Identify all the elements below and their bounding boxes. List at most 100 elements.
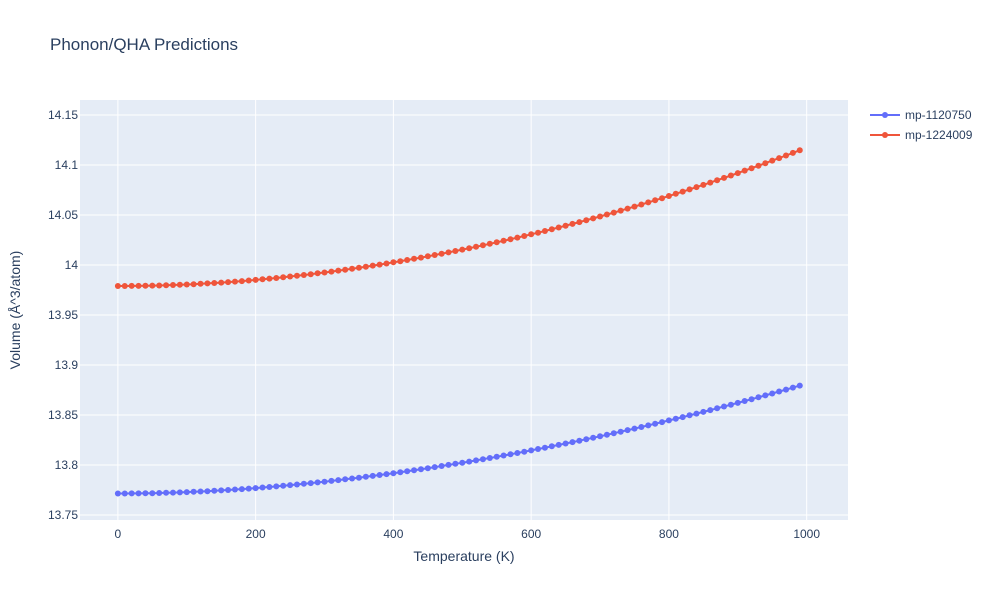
data-point[interactable] <box>555 441 562 448</box>
data-point[interactable] <box>672 190 679 197</box>
data-point[interactable] <box>445 249 452 256</box>
data-point[interactable] <box>603 431 610 438</box>
data-point[interactable] <box>548 443 555 450</box>
data-point[interactable] <box>789 149 796 156</box>
data-point[interactable] <box>225 279 232 286</box>
data-point[interactable] <box>610 209 617 216</box>
data-point[interactable] <box>342 476 349 483</box>
data-point[interactable] <box>273 275 280 281</box>
data-point[interactable] <box>624 205 631 212</box>
data-point[interactable] <box>590 434 597 441</box>
data-point[interactable] <box>266 275 273 282</box>
data-point[interactable] <box>128 282 135 289</box>
data-point[interactable] <box>204 280 211 287</box>
data-point[interactable] <box>176 489 183 496</box>
data-point[interactable] <box>362 473 369 480</box>
data-point[interactable] <box>514 450 521 456</box>
data-point[interactable] <box>590 215 597 222</box>
data-point[interactable] <box>514 234 521 241</box>
data-point[interactable] <box>369 472 376 479</box>
data-point[interactable] <box>300 272 307 278</box>
data-point[interactable] <box>576 437 583 444</box>
data-point[interactable] <box>273 483 280 490</box>
data-point[interactable] <box>190 281 197 288</box>
data-point[interactable] <box>404 257 411 263</box>
data-point[interactable] <box>714 405 721 412</box>
data-point[interactable] <box>645 422 652 429</box>
data-point[interactable] <box>397 258 404 265</box>
data-point[interactable] <box>783 152 790 159</box>
data-point[interactable] <box>624 427 631 434</box>
data-point[interactable] <box>280 482 287 489</box>
data-point[interactable] <box>404 468 411 475</box>
data-point[interactable] <box>721 174 728 181</box>
data-point[interactable] <box>197 280 204 287</box>
data-point[interactable] <box>486 240 493 247</box>
data-point[interactable] <box>789 384 796 391</box>
data-point[interactable] <box>686 412 693 419</box>
data-point[interactable] <box>707 179 714 186</box>
data-point[interactable] <box>769 390 776 397</box>
data-point[interactable] <box>204 488 211 495</box>
data-point[interactable] <box>342 266 349 273</box>
data-point[interactable] <box>383 260 390 267</box>
data-point[interactable] <box>672 415 679 422</box>
data-point[interactable] <box>142 490 149 497</box>
data-point[interactable] <box>390 470 397 477</box>
data-point[interactable] <box>493 239 500 246</box>
data-point[interactable] <box>466 458 473 465</box>
data-point[interactable] <box>383 471 390 478</box>
data-point[interactable] <box>169 489 176 496</box>
data-point[interactable] <box>679 188 686 195</box>
data-point[interactable] <box>638 424 645 430</box>
series-line[interactable] <box>117 384 801 495</box>
data-point[interactable] <box>231 278 238 285</box>
data-point[interactable] <box>528 231 535 238</box>
data-point[interactable] <box>424 253 431 260</box>
data-point[interactable] <box>741 398 748 404</box>
data-point[interactable] <box>183 489 190 496</box>
data-point[interactable] <box>645 199 652 206</box>
data-point[interactable] <box>796 382 803 389</box>
data-point[interactable] <box>259 484 266 491</box>
data-point[interactable] <box>190 488 197 495</box>
data-point[interactable] <box>555 224 562 231</box>
data-point[interactable] <box>652 420 659 427</box>
plot-area[interactable] <box>80 100 848 520</box>
data-point[interactable] <box>142 282 149 289</box>
data-point[interactable] <box>762 160 769 167</box>
data-point[interactable] <box>562 222 569 229</box>
data-point[interactable] <box>507 236 514 243</box>
data-point[interactable] <box>452 248 459 254</box>
data-point[interactable] <box>287 273 294 280</box>
data-point[interactable] <box>335 477 342 484</box>
data-point[interactable] <box>163 282 170 289</box>
data-point[interactable] <box>211 487 218 494</box>
data-point[interactable] <box>535 446 542 452</box>
data-point[interactable] <box>259 276 266 283</box>
data-point[interactable] <box>562 440 569 447</box>
data-point[interactable] <box>486 455 493 461</box>
data-point[interactable] <box>424 465 431 472</box>
data-point[interactable] <box>700 181 707 188</box>
data-point[interactable] <box>238 278 245 285</box>
data-point[interactable] <box>665 193 672 199</box>
data-point[interactable] <box>231 486 238 493</box>
data-point[interactable] <box>755 394 762 401</box>
data-point[interactable] <box>576 219 583 226</box>
data-point[interactable] <box>776 388 783 395</box>
data-point[interactable] <box>321 269 328 276</box>
data-point[interactable] <box>417 254 424 261</box>
data-point[interactable] <box>569 220 576 227</box>
data-point[interactable] <box>665 417 672 424</box>
series-mp-1224009[interactable] <box>114 147 803 289</box>
data-point[interactable] <box>245 277 252 284</box>
data-point[interactable] <box>176 281 183 288</box>
data-point[interactable] <box>597 433 604 440</box>
data-point[interactable] <box>355 474 362 481</box>
data-point[interactable] <box>500 452 507 459</box>
data-point[interactable] <box>349 265 356 272</box>
data-point[interactable] <box>114 283 121 289</box>
data-point[interactable] <box>390 259 397 266</box>
data-point[interactable] <box>583 436 590 443</box>
